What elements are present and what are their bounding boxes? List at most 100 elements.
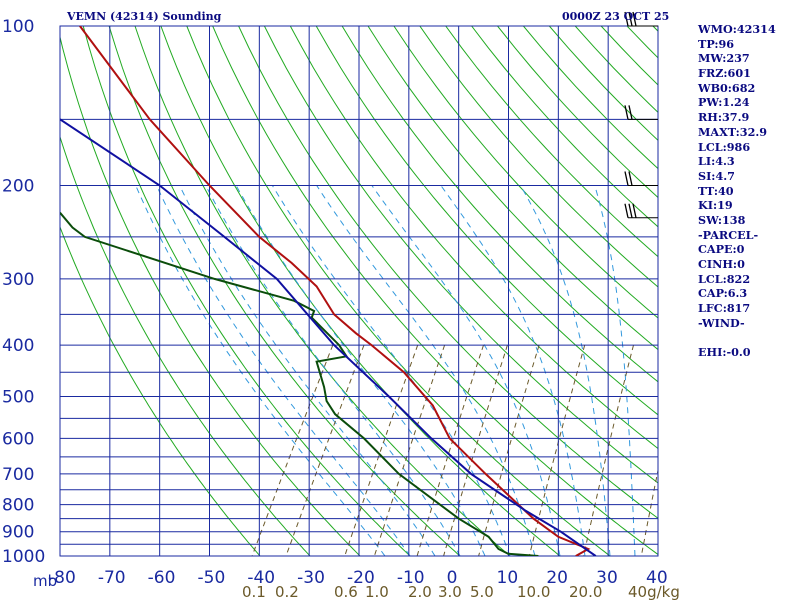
dry-adiabat xyxy=(160,26,561,556)
stats-panel: WMO:42314 TP:96 MW:237 FRZ:601 WB0:682 PW:1.2… xyxy=(698,22,776,360)
stat-line: PW:1.24 xyxy=(698,95,750,110)
stat-line: RH:37.9 xyxy=(698,110,750,125)
temperature-tick-label: -40 xyxy=(247,568,275,588)
dry-adiabat xyxy=(82,26,411,556)
pressure-tick-label: 200 xyxy=(2,177,34,197)
station-title: VEMN (42314) Sounding xyxy=(66,10,222,23)
sounding-time: 0000Z 23 OCT 25 xyxy=(562,10,669,23)
stat-line: TT:40 xyxy=(698,183,734,198)
stat-line: -WIND- xyxy=(698,315,745,330)
stat-line: LFC:817 xyxy=(698,301,751,316)
pressure-tick-label: 100 xyxy=(2,17,34,37)
wind-barb-flag xyxy=(628,203,633,218)
temperature-tick-label: -70 xyxy=(98,568,126,588)
mixing-ratio-label: 40g/kg xyxy=(628,583,680,600)
wind-barb xyxy=(624,171,658,187)
dry-adiabat xyxy=(108,26,461,556)
temperature-tick-label: 40 xyxy=(646,568,668,588)
mixing-ratio-line xyxy=(640,467,658,556)
wind-barb-flag xyxy=(628,11,633,27)
stat-line: MAXT:32.9 xyxy=(698,124,768,139)
mixing-ratio-label: 5.0 xyxy=(470,583,494,600)
pressure-tick-label: 300 xyxy=(2,270,34,290)
stat-line: MW:237 xyxy=(698,51,750,66)
temperature-tick-label: -60 xyxy=(148,568,176,588)
pressure-tick-label: 800 xyxy=(2,496,34,516)
mixing-ratio-label: 0.6 xyxy=(334,583,358,600)
stat-line: SW:138 xyxy=(698,212,746,227)
wind-barbs xyxy=(624,11,658,219)
temperature-tick-label: 30 xyxy=(596,568,618,588)
temperature-tick-label: -50 xyxy=(198,568,226,588)
moist-adiabat xyxy=(440,185,586,556)
dry-adiabat xyxy=(134,26,511,556)
stat-line: LCL:986 xyxy=(698,139,751,154)
mixing-ratio-label: 2.0 xyxy=(408,583,432,600)
temperature-tick-label: -20 xyxy=(347,568,375,588)
temperature-tick-label: -10 xyxy=(397,568,425,588)
temperature-tick-label: -80 xyxy=(48,568,76,588)
axis-unit-label: mb xyxy=(33,572,57,590)
wind-barb-flag xyxy=(632,11,637,27)
temperature-profile xyxy=(79,26,591,556)
wind-barb-flag xyxy=(632,203,637,218)
dewpoint-profile xyxy=(60,212,539,556)
mixing-ratio-label: 0.2 xyxy=(275,583,299,600)
moist-adiabat xyxy=(135,185,386,556)
stat-line: -PARCEL- xyxy=(698,227,759,242)
wind-barb-flag xyxy=(628,105,633,120)
wind-barb xyxy=(624,11,658,27)
stat-line: KI:19 xyxy=(698,198,733,213)
stat-line: WMO:42314 xyxy=(698,22,776,36)
temperature-tick-label: -30 xyxy=(297,568,325,588)
stat-line: CAPE:0 xyxy=(698,242,745,257)
stat-line: EHI:-0.0 xyxy=(698,345,751,360)
wind-barb xyxy=(624,105,658,120)
chart-grid xyxy=(60,26,658,556)
pressure-tick-label: 600 xyxy=(2,429,34,449)
moist-adiabat xyxy=(520,185,611,556)
stat-line: WB0:682 xyxy=(698,80,756,95)
stat-line: LI:4.3 xyxy=(698,154,735,169)
stat-line xyxy=(698,330,776,345)
mixing-ratio-line xyxy=(373,344,446,556)
pressure-tick-label: 700 xyxy=(2,465,34,485)
dry-adiabat xyxy=(60,135,311,556)
mixing-ratio-label: 20.0 xyxy=(569,583,602,600)
wind-barb-flag xyxy=(624,171,629,186)
wind-barb-flag xyxy=(624,11,629,27)
pressure-tick-label: 400 xyxy=(2,336,34,356)
wind-barb xyxy=(624,203,658,219)
stat-line: TP:96 xyxy=(698,36,735,51)
moist-adiabat xyxy=(205,185,461,556)
moist-adiabat xyxy=(271,185,511,556)
temperature-tick-label: 0 xyxy=(447,568,458,588)
temperature-tick-label: 10 xyxy=(497,568,519,588)
moist-adiabat xyxy=(156,185,411,556)
moist-adiabat xyxy=(371,185,561,556)
wind-barb-flag xyxy=(628,171,633,186)
stat-line: LCL:822 xyxy=(698,271,751,286)
pressure-tick-label: 1000 xyxy=(2,547,45,567)
mixing-ratio-line xyxy=(528,344,586,556)
mixing-ratio-label: 3.0 xyxy=(438,583,462,600)
pressure-tick-label: 500 xyxy=(2,387,34,407)
mixing-ratio-label: 0.1 xyxy=(242,583,266,600)
dry-adiabat xyxy=(60,35,361,556)
stat-line: CINH:0 xyxy=(698,257,745,271)
temperature-tick-label: 20 xyxy=(546,568,568,588)
wind-barb-flag xyxy=(624,105,629,120)
moist-adiabat xyxy=(594,185,636,556)
stat-line: FRZ:601 xyxy=(698,66,751,81)
moist-adiabat xyxy=(316,185,536,556)
stat-line: CAP:6.3 xyxy=(698,286,748,301)
stat-line: SI:4.7 xyxy=(698,168,735,183)
mixing-ratio-label: 10.0 xyxy=(517,583,550,600)
parcel-profile xyxy=(60,118,597,556)
pressure-tick-label: 900 xyxy=(2,523,34,543)
mixing-ratio-line xyxy=(285,344,365,556)
mixing-ratio-label: 1.0 xyxy=(365,583,389,600)
wind-barb-flag xyxy=(624,203,629,218)
